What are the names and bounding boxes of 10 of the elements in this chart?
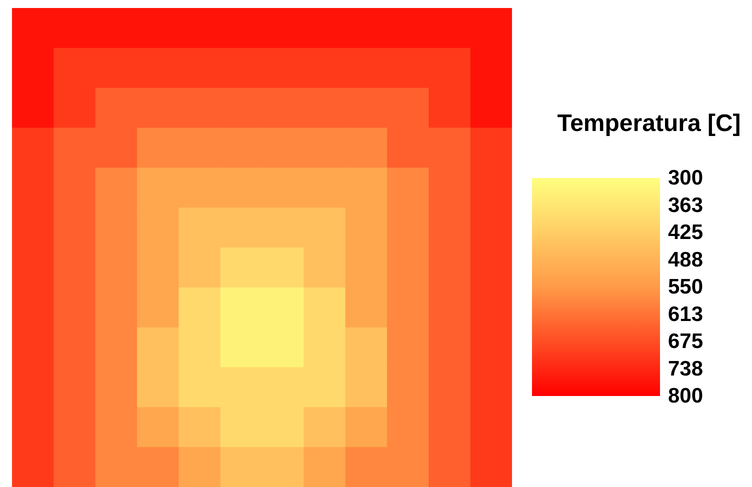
color-bar-label: 800: [668, 384, 704, 408]
color-bar-label: 363: [668, 194, 704, 217]
color-bar-label: 550: [668, 276, 704, 298]
color-bar-label: 675: [668, 330, 704, 353]
color-bar-label: 425: [668, 221, 704, 244]
color-bar-title: Temperatura [C]: [557, 110, 741, 137]
color-bar-label: 300: [668, 166, 704, 190]
color-bar-label: 738: [668, 357, 704, 380]
color-bar-label: 488: [668, 248, 704, 272]
color-bar-label: 613: [668, 302, 704, 326]
